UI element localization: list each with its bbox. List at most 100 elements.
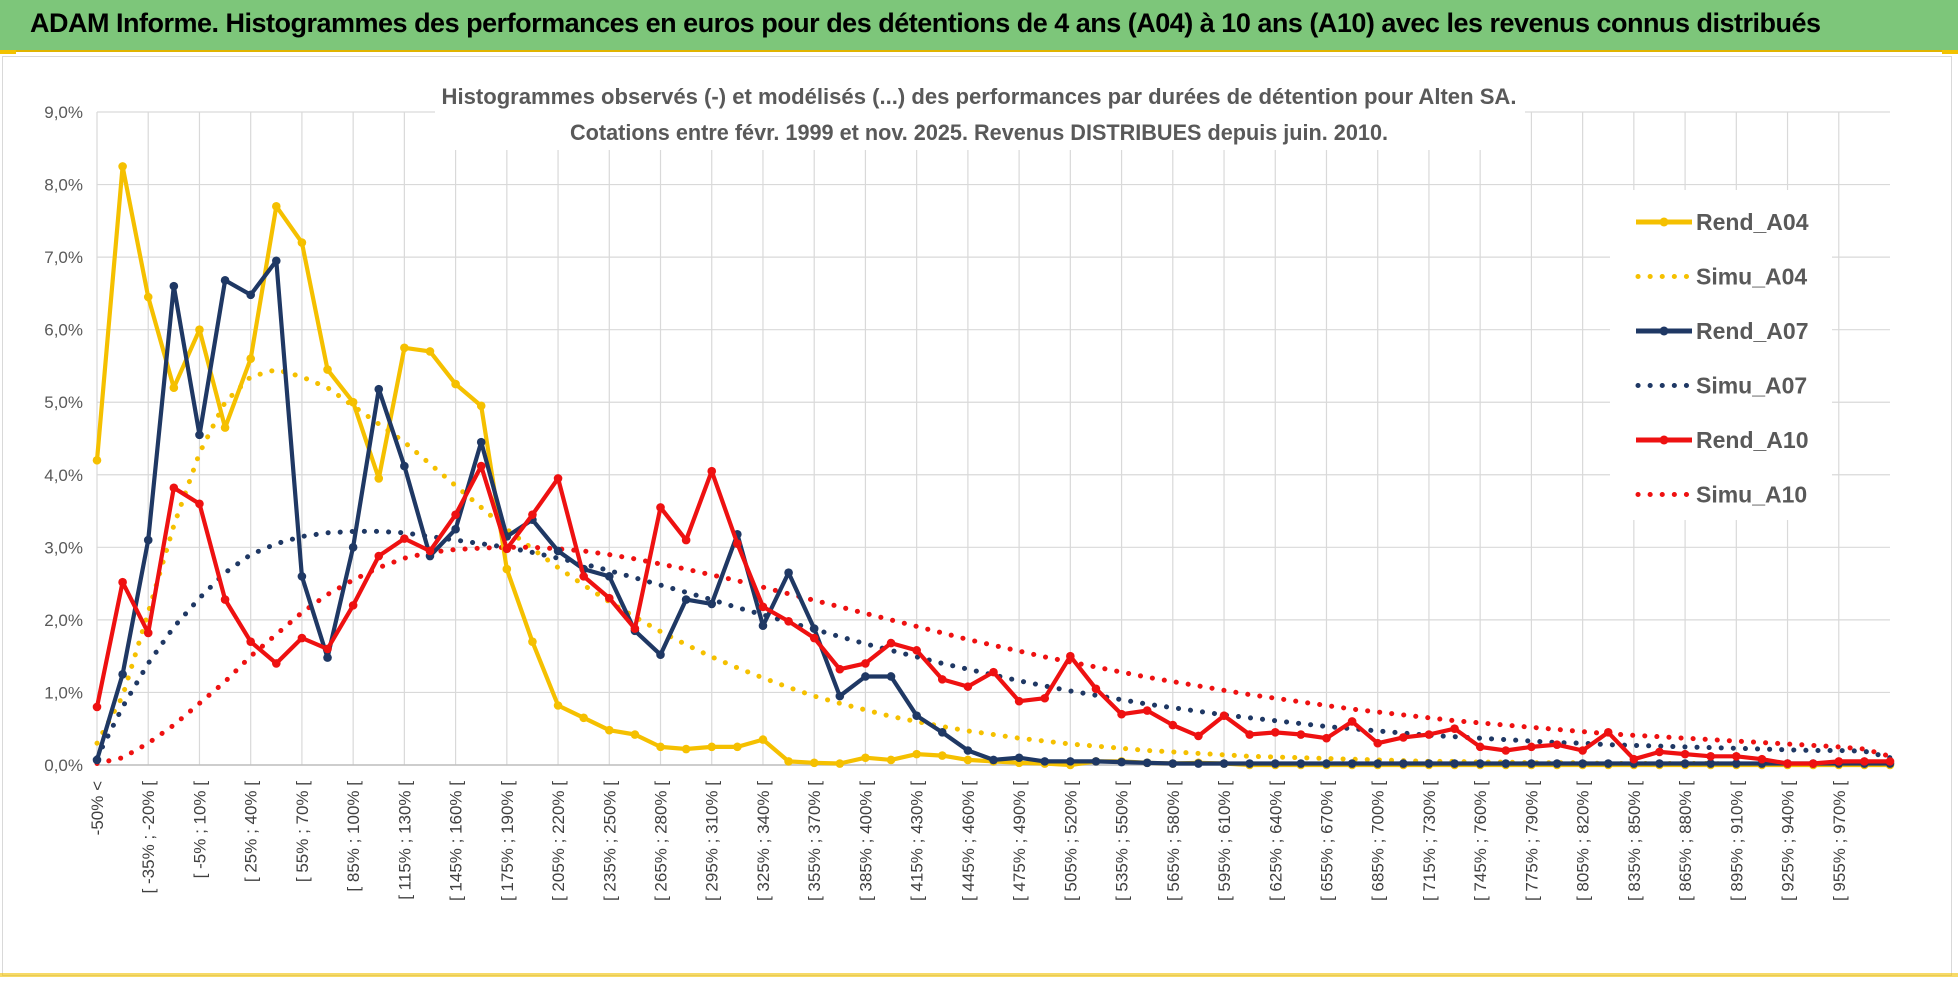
data-point-Rend_A07 xyxy=(400,461,409,471)
x-tick-label: [ 775% ; 790% [ xyxy=(1522,781,1541,901)
y-tick-label: 0,0% xyxy=(44,756,83,775)
data-point-Rend_A10 xyxy=(809,633,819,643)
data-point-Rend_A10 xyxy=(707,466,717,476)
data-point-Rend_A04 xyxy=(400,343,409,353)
data-point-Rend_A10 xyxy=(272,659,281,668)
y-tick-label: 4,0% xyxy=(44,466,83,485)
data-point-Rend_A07 xyxy=(272,256,281,266)
data-point-Rend_A10 xyxy=(1655,747,1664,757)
data-point-Rend_A07 xyxy=(912,711,921,720)
data-point-Rend_A04 xyxy=(374,474,384,483)
data-point-Rend_A10 xyxy=(1706,751,1715,761)
x-tick-label: [ 235% ; 250% [ xyxy=(600,781,619,901)
data-point-Rend_A07 xyxy=(553,546,563,556)
data-point-Rend_A04 xyxy=(348,397,358,407)
chart-title: Histogrammes observés (-) et modélisés (… xyxy=(442,84,1517,109)
data-point-Rend_A10 xyxy=(1399,733,1408,742)
x-tick-label: [ 535% ; 550% [ xyxy=(1113,781,1132,901)
data-point-Rend_A04 xyxy=(861,753,870,763)
data-point-Rend_A04 xyxy=(912,749,921,759)
data-point-Rend_A07 xyxy=(656,650,665,660)
data-point-Rend_A04 xyxy=(425,347,435,356)
data-point-Rend_A07 xyxy=(323,653,332,662)
data-point-Rend_A10 xyxy=(1347,717,1357,726)
x-tick-label: [ 325% ; 340% [ xyxy=(754,781,773,901)
data-point-Rend_A10 xyxy=(989,667,998,677)
data-point-Rend_A04 xyxy=(143,292,153,302)
data-point-Rend_A10 xyxy=(1501,746,1511,755)
data-point-Rend_A07 xyxy=(604,572,614,581)
data-point-Rend_A07 xyxy=(1066,757,1075,766)
data-point-Rend_A10 xyxy=(169,483,179,493)
data-point-Rend_A07 xyxy=(861,672,870,681)
data-point-Rend_A07 xyxy=(835,691,845,701)
data-point-Rend_A07 xyxy=(1552,759,1562,768)
data-point-Rend_A07 xyxy=(1424,759,1434,768)
data-point-Rend_A07 xyxy=(1347,759,1357,768)
data-point-Rend_A04 xyxy=(323,365,332,374)
data-point-Rend_A07 xyxy=(1040,757,1050,766)
data-point-Rend_A07 xyxy=(1578,759,1587,768)
data-point-Rend_A04 xyxy=(963,755,973,765)
data-point-Rend_A10 xyxy=(1808,759,1818,768)
data-point-Rend_A04 xyxy=(835,759,845,768)
data-point-Rend_A10 xyxy=(118,577,127,587)
data-point-Rend_A04 xyxy=(476,401,486,411)
x-tick-label: [ 295% ; 310% [ xyxy=(703,781,722,901)
y-tick-label: 9,0% xyxy=(44,103,83,122)
data-point-Rend_A07 xyxy=(143,535,153,545)
data-point-Rend_A10 xyxy=(1219,711,1229,720)
data-point-Rend_A04 xyxy=(169,383,179,393)
data-point-Rend_A10 xyxy=(656,503,665,512)
data-point-Rend_A07 xyxy=(1399,759,1408,768)
data-point-Rend_A10 xyxy=(604,593,614,603)
data-point-Rend_A10 xyxy=(579,572,588,581)
data-point-Rend_A10 xyxy=(758,602,768,612)
legend-label-Simu_A07: Simu_A07 xyxy=(1696,373,1807,399)
data-point-Rend_A10 xyxy=(92,702,102,712)
corner-accent-right xyxy=(1942,50,1958,54)
data-point-Rend_A10 xyxy=(1834,757,1844,766)
data-point-Rend_A07 xyxy=(963,746,973,755)
data-point-Rend_A10 xyxy=(553,474,563,483)
data-point-Rend_A10 xyxy=(297,633,307,643)
data-point-Rend_A10 xyxy=(1603,728,1613,737)
x-tick-label: [ 265% ; 280% [ xyxy=(652,781,671,901)
data-point-Rend_A10 xyxy=(1270,728,1280,737)
data-point-Rend_A10 xyxy=(1732,751,1741,761)
data-point-Rend_A07 xyxy=(681,595,691,604)
data-point-Rend_A04 xyxy=(528,637,537,646)
x-tick-label: [ 145% ; 160% [ xyxy=(447,781,466,901)
legend-label-Simu_A04: Simu_A04 xyxy=(1696,264,1807,290)
y-tick-label: 3,0% xyxy=(44,538,83,557)
data-point-Rend_A04 xyxy=(92,455,102,465)
legend-marker-Rend_A07 xyxy=(1659,326,1669,336)
x-tick-label: [ 685% ; 700% [ xyxy=(1369,781,1388,901)
data-point-Rend_A10 xyxy=(1091,684,1101,694)
data-point-Rend_A07 xyxy=(1117,757,1126,767)
data-point-Rend_A07 xyxy=(1501,759,1511,768)
data-point-Rend_A10 xyxy=(528,510,537,519)
x-tick-label: [ 505% ; 520% [ xyxy=(1061,781,1080,901)
data-point-Rend_A10 xyxy=(1040,693,1050,703)
data-point-Rend_A04 xyxy=(553,701,563,710)
data-point-Rend_A10 xyxy=(835,664,845,674)
legend-background xyxy=(1610,190,1832,520)
data-point-Rend_A07 xyxy=(1706,759,1715,768)
report-title: ADAM Informe. Histogrammes des performan… xyxy=(30,8,1821,38)
legend-marker-Rend_A10 xyxy=(1659,435,1669,445)
data-point-Rend_A07 xyxy=(758,621,768,630)
series-line-Simu_A07 xyxy=(94,528,1893,761)
data-point-Rend_A10 xyxy=(374,551,384,561)
data-point-Rend_A04 xyxy=(809,758,819,768)
data-point-Rend_A07 xyxy=(1194,759,1203,768)
data-point-Rend_A07 xyxy=(1680,759,1690,768)
data-point-Rend_A10 xyxy=(1629,754,1639,764)
data-point-Rend_A07 xyxy=(297,572,307,581)
data-point-Rend_A07 xyxy=(220,276,230,285)
data-point-Rend_A10 xyxy=(912,646,921,655)
x-tick-label: [ 475% ; 490% [ xyxy=(1010,781,1029,901)
data-point-Rend_A07 xyxy=(1168,759,1178,768)
data-point-Rend_A10 xyxy=(1424,730,1434,739)
data-point-Rend_A07 xyxy=(169,281,179,291)
